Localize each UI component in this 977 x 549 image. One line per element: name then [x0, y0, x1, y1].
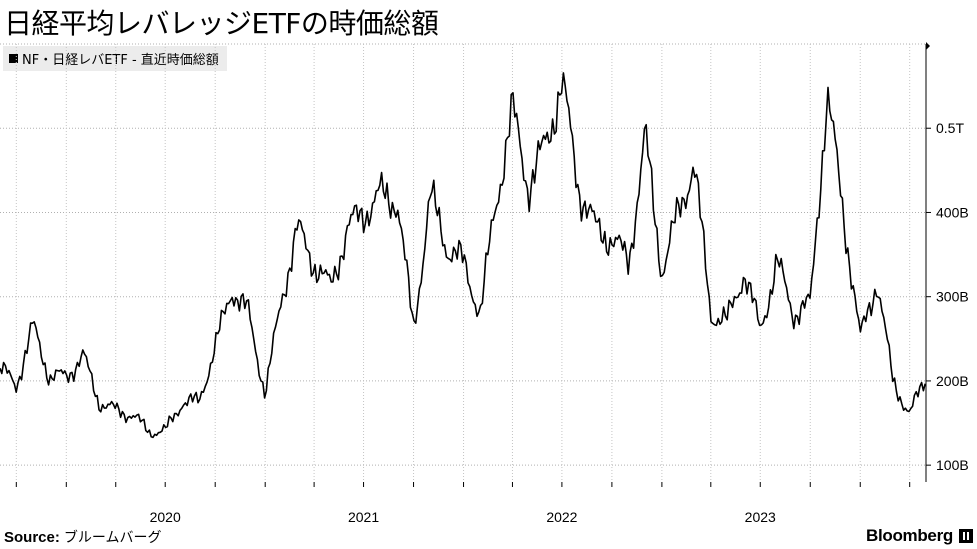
legend-swatch-icon — [9, 54, 18, 63]
legend-label: NF・日経レバETF - 直近時価総額 — [22, 53, 219, 68]
brand-name: Bloomberg — [865, 526, 953, 545]
y-tick-label: 0.5T — [936, 120, 964, 136]
x-tick-label: 2023 — [745, 509, 776, 525]
source-value: ブルームバーグ — [63, 530, 162, 546]
y-tick-label: 200B — [936, 373, 969, 389]
brand: Bloomberg — [866, 526, 973, 546]
y-tick-label: 100B — [936, 457, 969, 473]
chart-series — [0, 72, 926, 439]
x-tick-label: 2022 — [546, 509, 577, 525]
chart-legend: NF・日経レバETF - 直近時価総額 — [3, 46, 227, 71]
x-tick-label: 2021 — [348, 509, 379, 525]
bloomberg-logo-icon — [959, 529, 973, 543]
y-tick-label: 400B — [936, 204, 969, 220]
series-line — [0, 72, 926, 439]
chart-gridlines — [0, 43, 926, 482]
y-tick-label: 300B — [936, 289, 969, 305]
y-axis-arrow-icon — [926, 42, 930, 50]
source-label: Source: — [4, 529, 60, 546]
x-tick-label: 2020 — [150, 509, 181, 525]
chart-axes: 100B 200B 300B 400B 0.5T 2020 2021 2022 2023 — [15, 42, 969, 525]
chart-title: 日経平均レバレッジETFの時価総額 — [4, 7, 439, 40]
source-note: Source: ブルームバーグ — [4, 527, 161, 547]
